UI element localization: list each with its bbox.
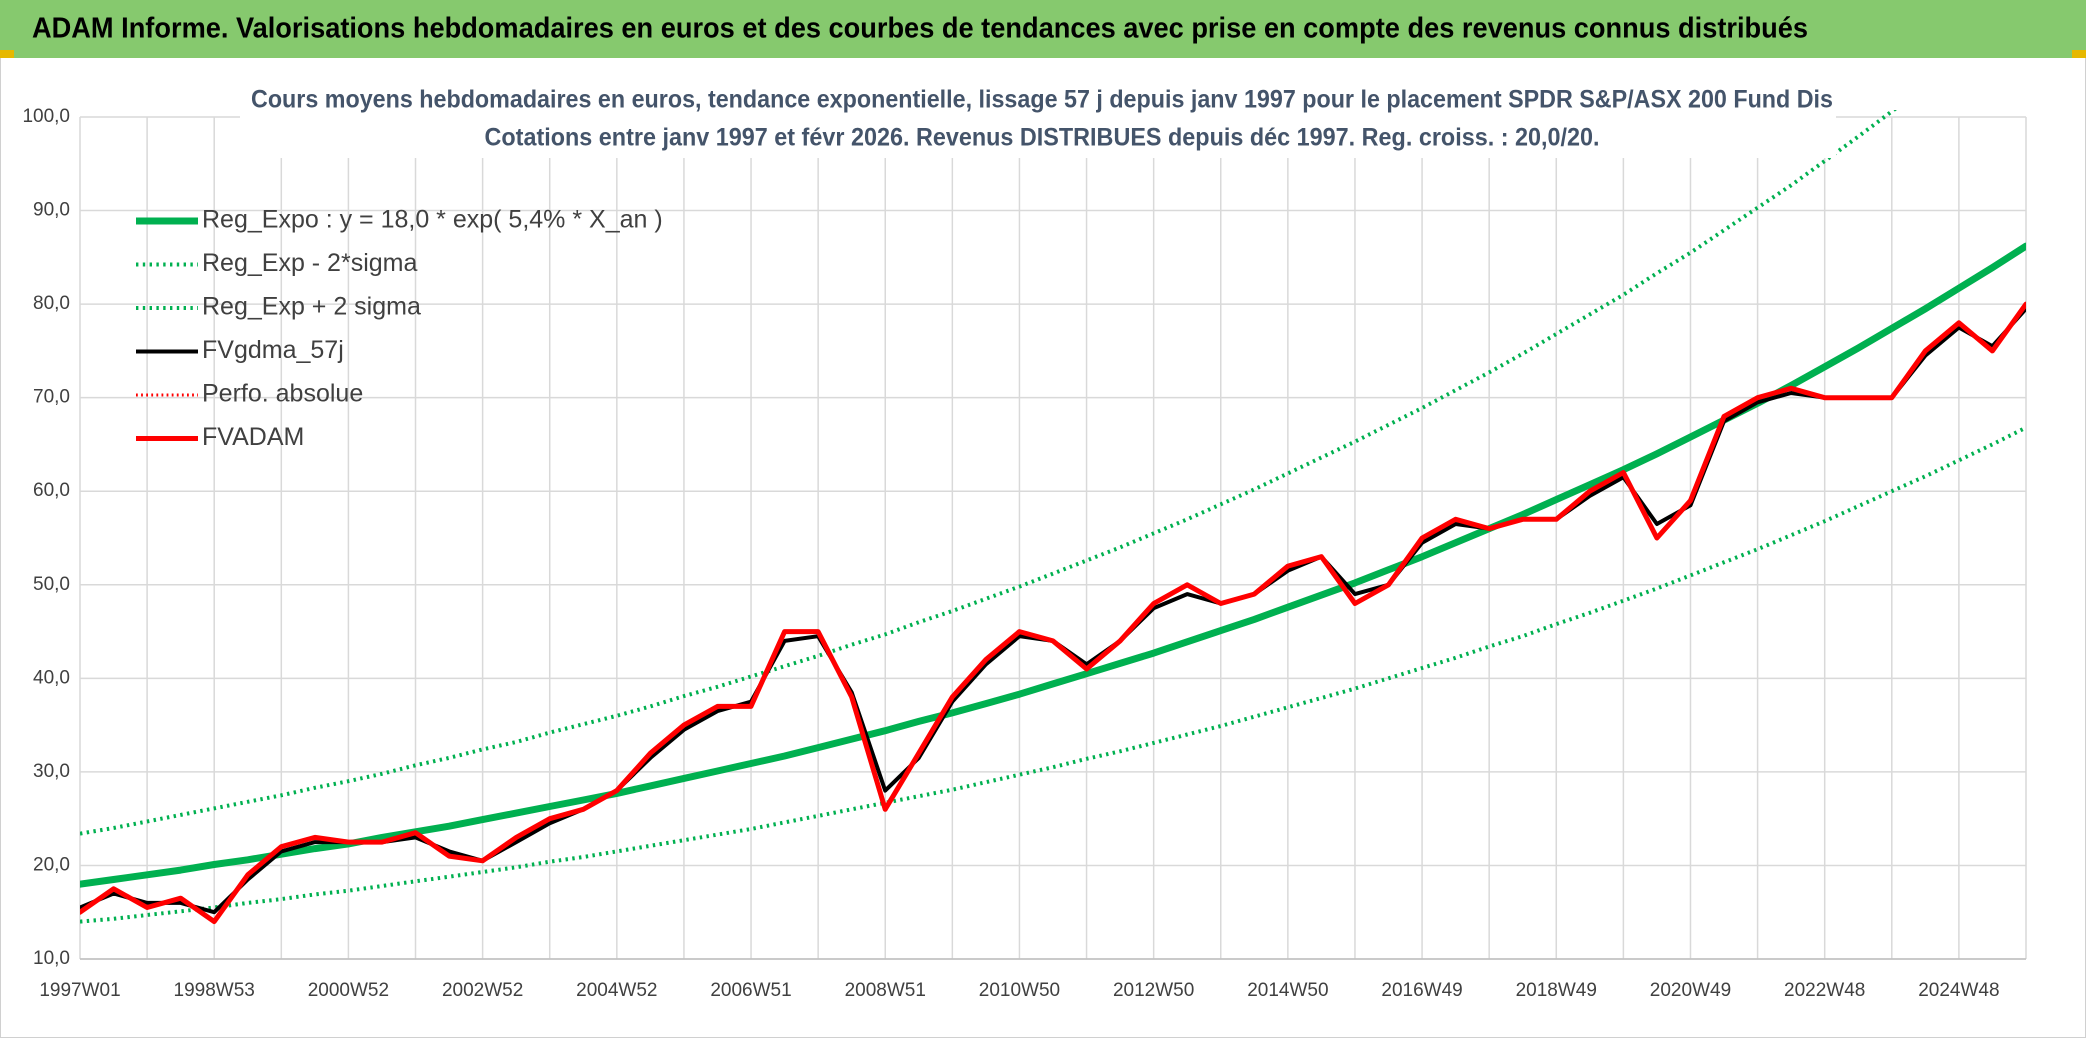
x-tick-label: 2008W51 — [845, 980, 926, 1001]
y-tick-label: 70,0 — [33, 387, 70, 408]
x-tick-label: 2024W48 — [1918, 980, 1999, 1001]
x-tick-label: 2004W52 — [576, 980, 657, 1001]
legend: Reg_Expo : y = 18,0 * exp( 5,4% * X_an )… — [136, 206, 663, 451]
legend-label: Perfo. absolue — [202, 380, 363, 408]
x-tick-label: 1998W53 — [174, 980, 255, 1001]
corner — [0, 50, 14, 58]
x-tick-label: 2020W49 — [1650, 980, 1731, 1001]
legend-label: FVADAM — [202, 423, 304, 451]
y-tick-label: 10,0 — [33, 948, 70, 969]
x-tick-label: 2000W52 — [308, 980, 389, 1001]
x-tick-label: 2018W49 — [1516, 980, 1597, 1001]
banner — [0, 0, 2086, 58]
grid: 10,0 20,0 30,0 40,0 50,0 60,0 70,0 80,0 90,0 100,… — [22, 106, 2027, 1001]
x-tick-label: 2002W52 — [442, 980, 523, 1001]
banner-title: ADAM Informe. Valorisations hebdomadaire… — [32, 13, 1808, 45]
x-tick-label: 2010W50 — [979, 980, 1060, 1001]
legend-label: Reg_Exp + 2 sigma — [202, 293, 421, 321]
chart-title: Cours moyens hebdomadaires en euros, ten… — [251, 86, 1833, 114]
series-line — [80, 301, 2026, 925]
series-line — [80, 110, 1897, 836]
chart-subtitle: Cotations entre janv 1997 et févr 2026. … — [485, 124, 1600, 152]
x-tick-label: 2014W50 — [1247, 980, 1328, 1001]
y-tick-label: 90,0 — [33, 200, 70, 221]
legend-label: FVgdma_57j — [202, 336, 344, 364]
legend-label: Reg_Exp - 2*sigma — [202, 249, 417, 277]
y-tick-label: 20,0 — [33, 854, 70, 875]
y-tick-label: 30,0 — [33, 761, 70, 782]
y-tick-label: 80,0 — [33, 293, 70, 314]
x-tick-label: 2006W51 — [710, 980, 791, 1001]
y-tick-label: 50,0 — [33, 574, 70, 595]
y-tick-label: 40,0 — [33, 667, 70, 688]
x-tick-label: 2022W48 — [1784, 980, 1865, 1001]
series-line — [80, 425, 2026, 924]
x-tick-label: 2012W50 — [1113, 980, 1194, 1001]
plot — [80, 110, 2026, 925]
y-tick-label: 100,0 — [22, 106, 70, 127]
x-tick-label: 2016W49 — [1381, 980, 1462, 1001]
title-box — [240, 80, 1836, 158]
y-tick-label: 60,0 — [33, 480, 70, 501]
x-tick-label: 1997W01 — [39, 980, 120, 1001]
legend-label: Reg_Expo : y = 18,0 * exp( 5,4% * X_an ) — [202, 206, 663, 234]
corner — [2072, 50, 2086, 58]
